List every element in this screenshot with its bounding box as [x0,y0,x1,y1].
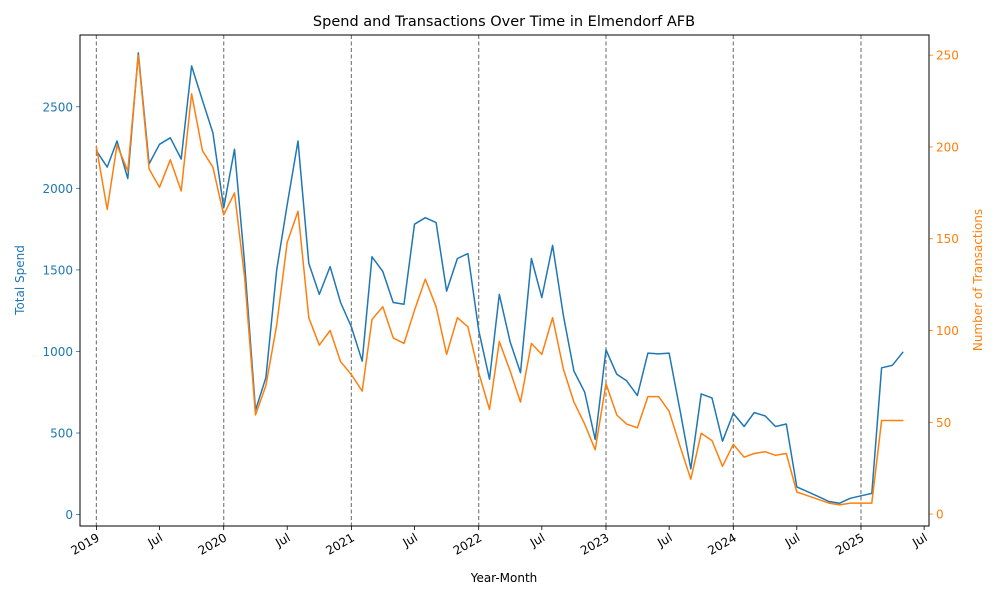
y-axis-right-label: Number of Transactions [971,209,985,351]
series-layer [95,52,904,506]
y-right-tick-label-4: 200 [936,140,959,154]
chart-title: Spend and Transactions Over Time in Elme… [313,14,695,30]
series-line-total-spend [95,52,904,504]
y-left-tick-label-5: 2500 [42,100,73,114]
x-tick-label-7: Jul [527,530,547,550]
x-tick-label-13: Jul [909,530,929,550]
y-right-tick-label-2: 100 [936,324,959,338]
y-left-tick-label-1: 500 [50,427,73,441]
y-right-tick-label-3: 150 [936,232,959,246]
y-left-tick-label-2: 1000 [42,345,73,359]
year-divider-lines [95,35,862,526]
y-right-tick-label-1: 50 [936,416,951,430]
x-axis-label: Year-Month [470,571,538,585]
x-tick-label-1: Jul [145,530,165,550]
y-left-tick-label-3: 1500 [42,263,73,277]
y-left-tick-label-4: 2000 [42,182,73,196]
x-tick-label-3: Jul [272,530,292,550]
x-tick-label-5: Jul [400,530,420,550]
plot-area [80,35,929,526]
y-axis-left-label: Total Spend [13,245,27,316]
plot-frame [79,34,930,527]
y-left-tick-label-0: 0 [65,508,73,522]
y-right-tick-label-5: 250 [936,49,959,63]
x-tick-label-11: Jul [782,530,802,550]
y-right-tick-label-0: 0 [936,508,944,522]
x-tick-label-9: Jul [654,530,674,550]
series-line-number-of-transactions [95,54,904,506]
y-axis-right: 0 50 100 150 200 250 [929,49,959,522]
y-axis-left: 0 500 1000 1500 2000 2500 [42,100,80,522]
